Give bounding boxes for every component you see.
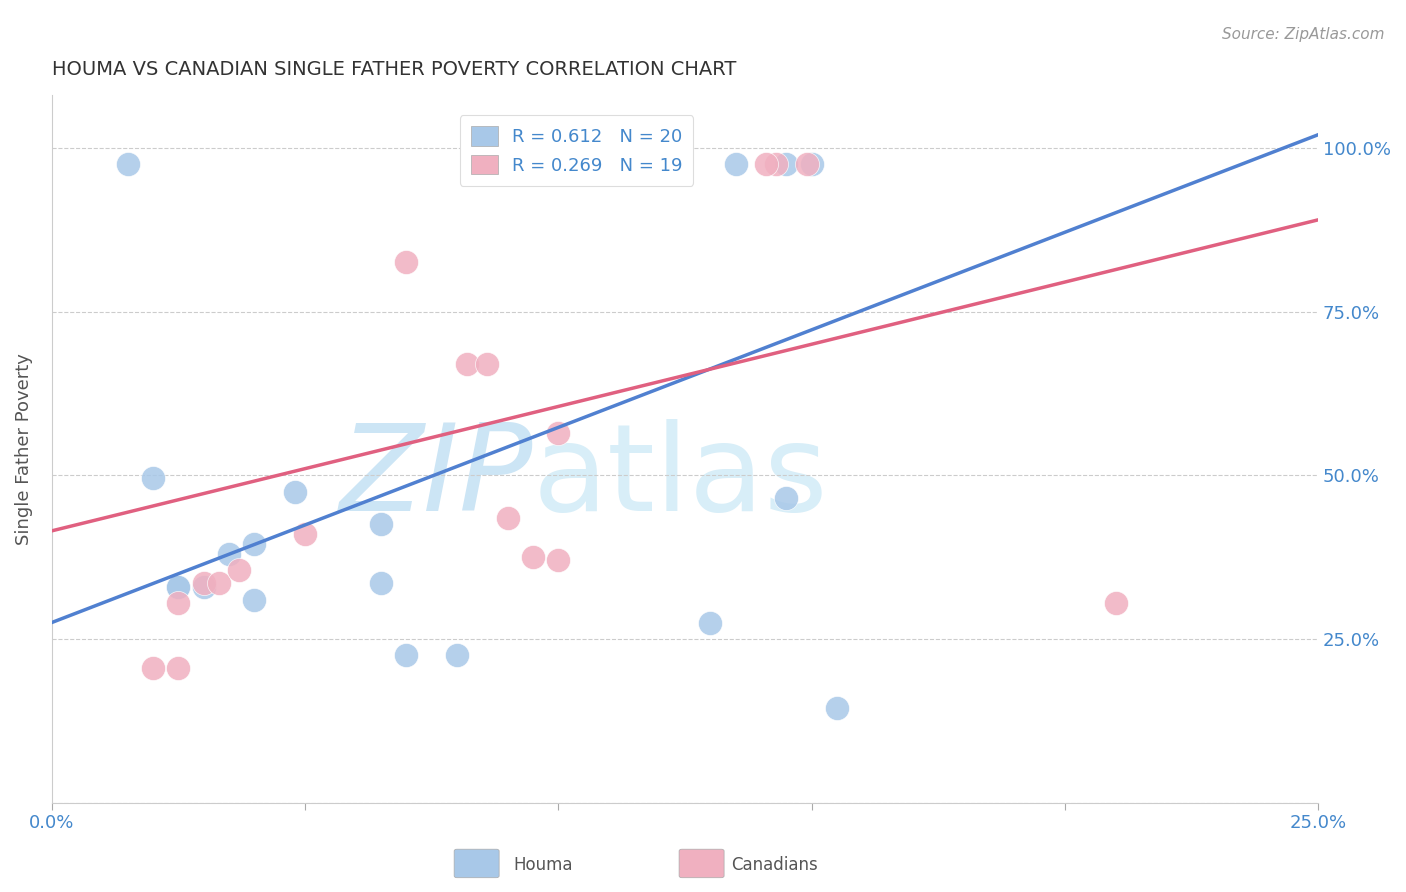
Point — [522, 157, 544, 171]
Point — [117, 157, 139, 171]
Point — [167, 580, 190, 594]
Point — [193, 576, 215, 591]
Point — [825, 700, 848, 714]
Point — [243, 537, 266, 551]
Point — [800, 157, 823, 171]
Point — [142, 661, 165, 675]
Point — [243, 592, 266, 607]
Point — [167, 596, 190, 610]
Text: HOUMA VS CANADIAN SINGLE FATHER POVERTY CORRELATION CHART: HOUMA VS CANADIAN SINGLE FATHER POVERTY … — [52, 60, 737, 78]
Text: ZIP: ZIP — [339, 419, 533, 536]
FancyBboxPatch shape — [454, 849, 499, 878]
Text: Canadians: Canadians — [731, 855, 818, 873]
Legend: R = 0.612   N = 20, R = 0.269   N = 19: R = 0.612 N = 20, R = 0.269 N = 19 — [460, 115, 693, 186]
Point — [765, 157, 787, 171]
Point — [395, 648, 418, 663]
Point — [456, 357, 478, 371]
Point — [477, 357, 499, 371]
Point — [370, 576, 392, 591]
Point — [547, 553, 569, 567]
Point — [218, 547, 240, 561]
Point — [446, 648, 468, 663]
Point — [395, 255, 418, 269]
Point — [142, 471, 165, 485]
Point — [547, 425, 569, 440]
Point — [208, 576, 231, 591]
Point — [167, 580, 190, 594]
Text: Houma: Houma — [513, 855, 572, 873]
Text: Source: ZipAtlas.com: Source: ZipAtlas.com — [1222, 27, 1385, 42]
Point — [522, 549, 544, 564]
FancyBboxPatch shape — [679, 849, 724, 878]
Point — [496, 510, 519, 524]
Point — [193, 580, 215, 594]
Point — [1104, 596, 1126, 610]
Y-axis label: Single Father Poverty: Single Father Poverty — [15, 353, 32, 545]
Point — [796, 157, 818, 171]
Point — [506, 157, 529, 171]
Point — [228, 563, 250, 577]
Point — [775, 157, 797, 171]
Point — [724, 157, 747, 171]
Point — [699, 615, 721, 630]
Point — [755, 157, 778, 171]
Point — [284, 484, 307, 499]
Point — [775, 491, 797, 505]
Point — [294, 527, 316, 541]
Text: atlas: atlas — [533, 419, 828, 536]
Point — [370, 517, 392, 532]
Point — [167, 661, 190, 675]
